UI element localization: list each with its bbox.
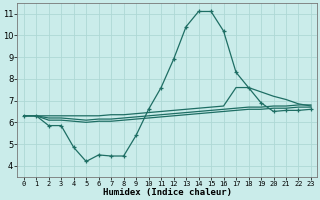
X-axis label: Humidex (Indice chaleur): Humidex (Indice chaleur) [103,188,232,197]
